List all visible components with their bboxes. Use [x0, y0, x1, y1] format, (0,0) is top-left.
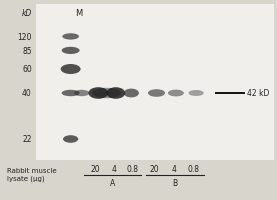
Ellipse shape — [63, 135, 78, 143]
Text: 20: 20 — [150, 164, 159, 173]
Ellipse shape — [62, 47, 80, 54]
Ellipse shape — [62, 33, 79, 40]
Text: 42 kD: 42 kD — [247, 88, 270, 98]
Ellipse shape — [74, 90, 89, 96]
Text: 4: 4 — [171, 164, 176, 173]
Text: 0.8: 0.8 — [127, 164, 139, 173]
Ellipse shape — [188, 90, 204, 96]
Ellipse shape — [92, 88, 121, 98]
Text: 4: 4 — [112, 164, 117, 173]
Text: A: A — [110, 178, 115, 188]
Ellipse shape — [106, 87, 125, 99]
Text: 40: 40 — [22, 88, 32, 98]
Text: kD: kD — [22, 8, 32, 18]
Text: 0.8: 0.8 — [188, 164, 200, 173]
Ellipse shape — [124, 89, 139, 97]
Ellipse shape — [61, 64, 81, 74]
Text: B: B — [172, 178, 177, 188]
Ellipse shape — [148, 89, 165, 97]
Text: 22: 22 — [22, 134, 32, 144]
Text: M: M — [75, 8, 83, 18]
Text: 120: 120 — [17, 32, 32, 42]
Text: 60: 60 — [22, 64, 32, 73]
Text: 85: 85 — [22, 46, 32, 55]
Bar — [36, 4, 274, 160]
Ellipse shape — [168, 90, 184, 96]
Ellipse shape — [62, 90, 80, 96]
Ellipse shape — [88, 87, 108, 99]
Text: Rabbit muscle
lysate (μg): Rabbit muscle lysate (μg) — [7, 168, 57, 182]
Text: 20: 20 — [90, 164, 100, 173]
